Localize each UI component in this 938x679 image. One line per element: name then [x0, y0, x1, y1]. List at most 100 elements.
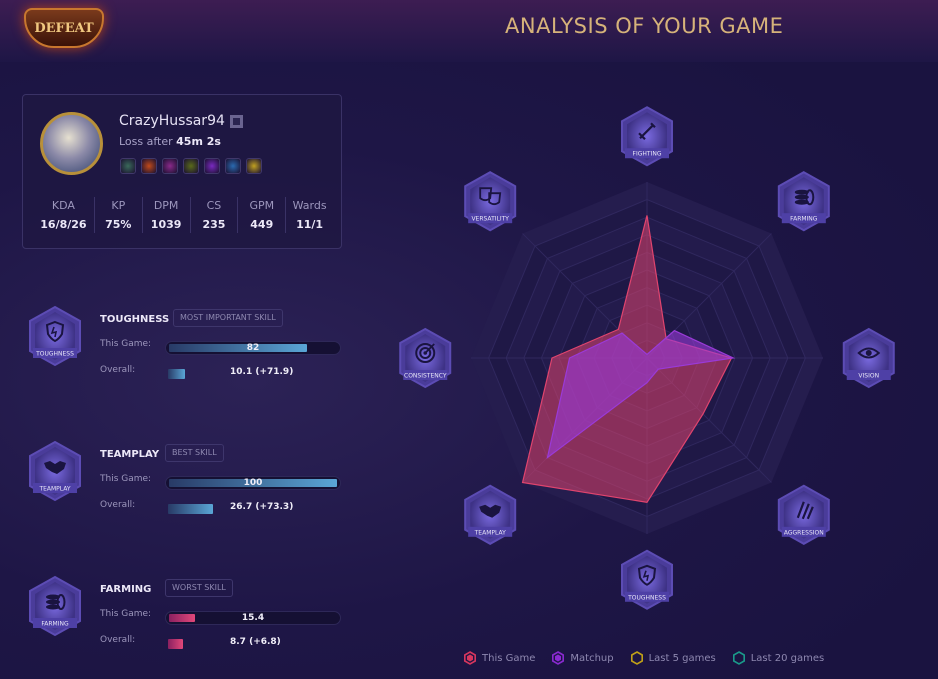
item-icon[interactable]: [246, 158, 262, 174]
stat-kp: KP 75%: [93, 197, 142, 233]
stat-dpm: DPM 1039: [141, 197, 190, 233]
skill-tag: MOST IMPORTANT SKILL: [173, 309, 283, 327]
overall-bar: [168, 639, 183, 649]
stat-gpm: GPM 449: [237, 197, 285, 233]
stat-value: 449: [250, 218, 274, 231]
axis-badge-consistency[interactable]: CONSISTENCY: [399, 327, 452, 389]
item-list: [120, 158, 262, 174]
overall-value: 26.7 (+73.3): [230, 502, 294, 512]
svg-text:TOUGHNESS: TOUGHNESS: [627, 594, 666, 601]
overall-label: Overall:: [100, 635, 136, 645]
game-duration: 45m 2s: [176, 135, 221, 148]
overall-label: Overall:: [100, 500, 136, 510]
svg-text:FARMING: FARMING: [41, 621, 69, 628]
item-icon[interactable]: [120, 158, 136, 174]
masks-icon: [479, 187, 502, 206]
summoner-name[interactable]: CrazyHussar94: [119, 113, 225, 129]
overall-label: Overall:: [100, 365, 136, 375]
stat-wards: Wards 11/1: [285, 197, 333, 233]
overall-value: 10.1 (+71.9): [230, 367, 294, 377]
skill-badge: TOUGHNESS: [29, 305, 81, 367]
axis-badge-aggression[interactable]: AGGRESSION: [777, 484, 830, 545]
axis-badge-vision[interactable]: VISION: [842, 327, 895, 389]
skill-row-toughness: TOUGHNESS TOUGHNESS MOST IMPORTANT SKILL…: [0, 305, 360, 385]
handshake-icon: [479, 504, 502, 518]
result-label: Loss after: [119, 135, 173, 148]
skill-name: TOUGHNESS: [100, 314, 170, 325]
svg-text:FIGHTING: FIGHTING: [633, 151, 662, 158]
this-game-value: 15.4: [241, 613, 265, 623]
handshake-icon: [44, 461, 66, 474]
coins-icon: [794, 189, 815, 206]
claw-icon: [796, 501, 814, 520]
stat-label: Wards: [292, 199, 327, 212]
svg-text:CONSISTENCY: CONSISTENCY: [404, 373, 447, 380]
stat-cs: CS 235: [189, 197, 238, 233]
stat-kda: KDA 16/8/26: [33, 197, 94, 233]
axis-badge-toughness[interactable]: TOUGHNESS: [621, 549, 673, 610]
svg-text:AGGRESSION: AGGRESSION: [784, 529, 824, 536]
hexagon-icon: [630, 651, 643, 665]
overall-bar: [168, 369, 185, 379]
axis-badge-fighting[interactable]: FIGHTING: [621, 106, 673, 167]
stat-label: KP: [111, 199, 126, 212]
svg-text:FARMING: FARMING: [790, 216, 818, 223]
skill-name: FARMING: [100, 584, 152, 595]
skill-badge: TEAMPLAY: [29, 440, 81, 502]
item-icon[interactable]: [204, 158, 220, 174]
item-icon[interactable]: [183, 158, 199, 174]
this-game-label: This Game:: [100, 339, 152, 349]
stat-label: KDA: [51, 199, 75, 212]
sword-icon: [638, 122, 656, 141]
stat-label: CS: [206, 199, 222, 212]
stat-label: DPM: [153, 199, 179, 212]
item-icon[interactable]: [225, 158, 241, 174]
coins-icon: [46, 594, 66, 610]
legend-label: This Game: [482, 652, 536, 664]
game-result: Loss after 45m 2s: [119, 135, 221, 148]
skill-tag: BEST SKILL: [165, 444, 224, 462]
player-card: CrazyHussar94 Loss after 45m 2s KDA 16/8/…: [22, 94, 342, 249]
overall-value: 8.7 (+6.8): [230, 637, 281, 647]
page-title: ANALYSIS OF YOUR GAME: [505, 14, 784, 38]
stat-value: 11/1: [296, 218, 324, 231]
axis-badge-teamplay[interactable]: TEAMPLAY: [464, 484, 517, 545]
champion-avatar: [40, 112, 103, 175]
this-game-bar: 100: [165, 476, 341, 490]
svg-text:TEAMPLAY: TEAMPLAY: [474, 529, 506, 536]
axis-badge-versatility[interactable]: VERSATILITY: [464, 171, 517, 232]
stat-label: GPM: [249, 199, 275, 212]
skill-tag: WORST SKILL: [165, 579, 233, 597]
axis-badge-farming[interactable]: FARMING: [777, 171, 830, 232]
skill-name: TEAMPLAY: [100, 449, 160, 460]
legend-item[interactable]: Last 20 games: [732, 651, 825, 665]
svg-text:VISION: VISION: [858, 373, 879, 380]
this-game-value: 100: [243, 478, 263, 488]
this-game-label: This Game:: [100, 474, 152, 484]
skill-row-farming: FARMING FARMING WORST SKILL This Game: 1…: [0, 575, 360, 655]
copy-icon[interactable]: [230, 115, 243, 128]
hexagon-icon: [552, 651, 565, 665]
legend-item[interactable]: This Game: [463, 651, 535, 665]
legend-item[interactable]: Matchup: [551, 651, 614, 665]
stat-value: 1039: [150, 218, 182, 231]
stats-row: KDA 16/8/26 KP 75% DPM 1039 CS 235 GPM 449 Wards 11…: [23, 197, 343, 233]
hexagon-icon: [732, 651, 745, 665]
legend-item[interactable]: Last 5 games: [630, 651, 716, 665]
legend-label: Last 5 games: [648, 652, 716, 664]
svg-text:TOUGHNESS: TOUGHNESS: [35, 351, 74, 358]
overall-bar: [168, 504, 213, 514]
item-icon[interactable]: [162, 158, 178, 174]
this-game-bar: 15.4: [165, 611, 341, 625]
skill-badge: FARMING: [29, 575, 81, 637]
legend-label: Last 20 games: [750, 652, 825, 664]
stat-value: 16/8/26: [40, 218, 87, 231]
svg-text:TEAMPLAY: TEAMPLAY: [38, 486, 70, 493]
stat-value: 75%: [105, 218, 132, 231]
eye-icon: [857, 347, 881, 359]
shield-icon: [45, 320, 65, 343]
this-game-bar: 82: [165, 341, 341, 355]
this-game-value: 82: [246, 343, 260, 353]
item-icon[interactable]: [141, 158, 157, 174]
